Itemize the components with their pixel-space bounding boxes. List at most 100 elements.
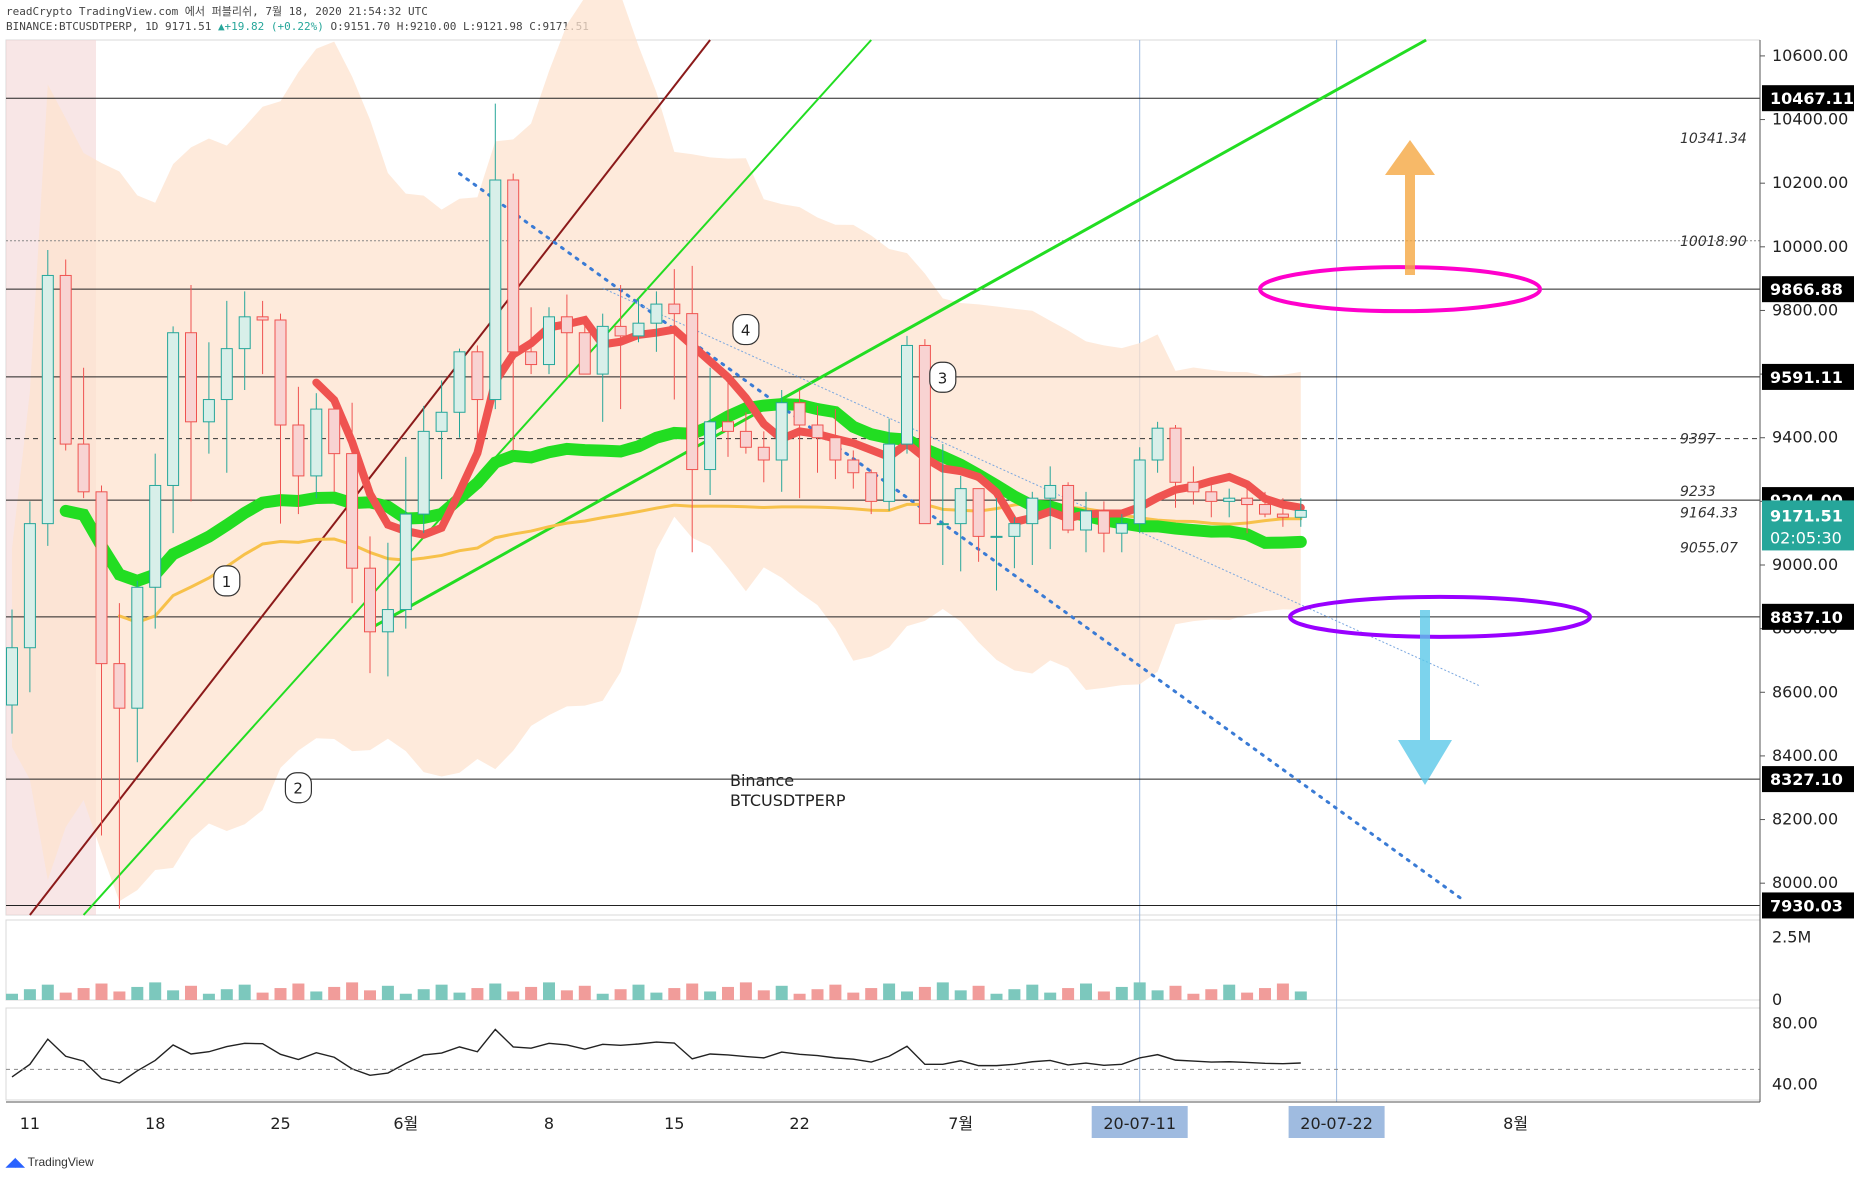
volume-bar [757, 990, 770, 1000]
volume-bar [399, 993, 412, 1000]
candle-body [1026, 497, 1039, 525]
volume-bar [41, 984, 54, 1000]
candle-body [560, 316, 573, 334]
volume-bar [918, 986, 931, 1000]
price-tick-label: 8600.00 [1772, 682, 1838, 701]
callout-label: 4 [741, 322, 751, 340]
time-tick-label: 8월 [1503, 1114, 1528, 1133]
moving-average-green-band [59, 398, 1307, 588]
candle-body [1294, 509, 1307, 518]
candle-body [1062, 484, 1075, 531]
symbol-name[interactable]: BINANCE:BTCUSDTPERP, 1D [6, 20, 159, 33]
level-badge-label: 9591.11 [1770, 368, 1843, 387]
candle-body [1259, 504, 1271, 515]
candle-body [1008, 523, 1021, 537]
volume-bar [560, 990, 573, 1000]
volatility-cloud [12, 0, 1301, 902]
volume-bar [632, 984, 645, 1000]
price-annotation: 10018.90 [1680, 234, 1747, 250]
callout-label: 3 [938, 369, 948, 387]
volume-bar [901, 991, 913, 1000]
watermark-exchange: Binance [730, 771, 794, 790]
candle-body [972, 488, 985, 537]
candle-body [95, 491, 108, 665]
price-annotation: 9164.33 [1680, 506, 1738, 522]
volume-bar [847, 992, 860, 1000]
volume-bar [6, 993, 18, 1000]
tradingview-footer[interactable]: ◢◣ TradingView [6, 1155, 94, 1169]
volume-bar [167, 990, 180, 1000]
candle-body [1187, 481, 1200, 493]
volume-tick-label: 2.5M [1772, 928, 1811, 947]
oscillator-line [11, 1028, 1301, 1084]
level-badge [1762, 363, 1854, 390]
candle-body [811, 424, 824, 439]
time-tick-label: 8 [544, 1114, 554, 1133]
callout-bubble [929, 361, 957, 393]
volume-bar [185, 985, 197, 1000]
volume-bar [578, 985, 591, 1000]
callout-bubble [213, 565, 241, 597]
volume-bar [543, 982, 555, 1000]
volume-bar [59, 992, 72, 1000]
volume-bar [972, 985, 985, 1000]
trendline-dark-red [29, 39, 711, 916]
volume-bar [220, 989, 233, 1000]
price-axis [1760, 0, 1870, 1179]
time-tick-label: 20-07-22 [1300, 1114, 1373, 1133]
volume-bar [739, 982, 752, 1000]
trendline-blue-thin [602, 287, 1481, 687]
volume-bar [1133, 982, 1146, 1000]
volume-bar [274, 988, 287, 1000]
volume-bar [525, 986, 538, 1000]
volume-bar [1062, 988, 1075, 1000]
time-tick-label: 20-07-11 [1103, 1114, 1176, 1133]
candle-body [793, 402, 806, 426]
symbol-line: BINANCE:BTCUSDTPERP, 1D 9171.51 ▲+19.82 … [6, 19, 589, 34]
candle-body [1241, 497, 1254, 506]
candle-body [847, 459, 860, 474]
volume-bar [1097, 991, 1110, 1000]
candle-body [990, 535, 1003, 538]
candle-body [525, 351, 538, 366]
candle-body [1097, 510, 1110, 534]
volume-bar [1276, 983, 1289, 1000]
candle-body [739, 430, 752, 448]
date-highlight-badge [1091, 1106, 1188, 1138]
volume-bar [1187, 993, 1200, 1000]
candle-body [185, 332, 197, 423]
volume-bar [722, 986, 734, 1000]
level-badge-label: 8837.10 [1770, 608, 1843, 627]
tradingview-logo-icon: ◢◣ [6, 1155, 25, 1169]
oscillator-pane [5, 1007, 1761, 1101]
volume-bar [650, 992, 663, 1000]
volume-bar [1080, 983, 1092, 1000]
candle-body [131, 586, 144, 709]
volume-bar [507, 991, 520, 1000]
candle-body [399, 513, 412, 611]
oscillator-tick-label: 40.00 [1772, 1075, 1818, 1094]
candle-body [274, 319, 287, 426]
volume-bar [149, 982, 162, 1000]
candle-body [757, 446, 770, 461]
volume-bar [238, 984, 251, 1000]
candle-body [381, 609, 394, 633]
time-tick-label: 11 [20, 1114, 40, 1133]
candle-body [578, 332, 591, 375]
candle-body [704, 421, 717, 471]
volume-bar [704, 991, 717, 1000]
candle-body [936, 523, 949, 526]
ohlc-values: O:9151.70 H:9210.00 L:9121.98 C:9171.51 [330, 20, 589, 33]
price-tick-label: 9400.00 [1772, 428, 1838, 447]
candle-body [883, 443, 896, 502]
time-tick-label: 22 [789, 1114, 809, 1133]
price-annotation: 10341.34 [1680, 131, 1747, 147]
volume-bar [346, 982, 359, 1000]
candle-body [954, 488, 967, 525]
price-tick-label: 10000.00 [1772, 237, 1848, 256]
candle-body [829, 437, 842, 461]
candle-body [543, 316, 555, 366]
level-badge [1762, 603, 1854, 630]
price-tick-label: 10200.00 [1772, 173, 1848, 192]
